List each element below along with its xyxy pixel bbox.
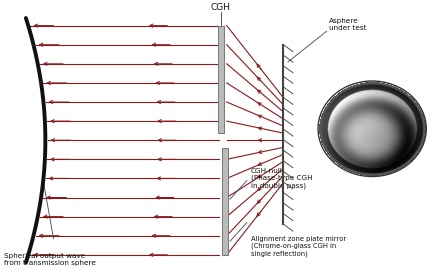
Text: Asphere
under test: Asphere under test bbox=[329, 18, 366, 31]
Text: CGH-null
(Phase-type CGH
in double pass): CGH-null (Phase-type CGH in double pass) bbox=[251, 168, 312, 189]
Text: CGH: CGH bbox=[211, 3, 231, 12]
Text: Spherical output wave
from transmission sphere: Spherical output wave from transmission … bbox=[4, 253, 96, 266]
Text: Alignment zone plate mirror
(Chrome-on-glass CGH in
single reflection): Alignment zone plate mirror (Chrome-on-g… bbox=[251, 236, 346, 257]
Bar bbox=[218, 26, 224, 132]
Bar bbox=[222, 148, 228, 255]
